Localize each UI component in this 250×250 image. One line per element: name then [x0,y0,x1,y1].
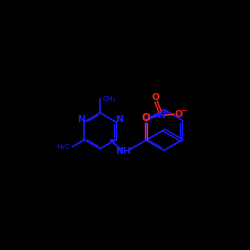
Text: O: O [175,110,183,119]
Text: O: O [152,93,160,102]
Text: O: O [142,113,150,123]
Text: N: N [158,110,166,120]
Text: CH₃: CH₃ [103,96,116,102]
Text: N: N [115,115,123,124]
Text: +: + [163,110,168,115]
Text: H₃C: H₃C [56,144,70,150]
Text: N: N [77,115,85,124]
Text: −: − [180,106,186,116]
Text: NH: NH [115,148,131,156]
